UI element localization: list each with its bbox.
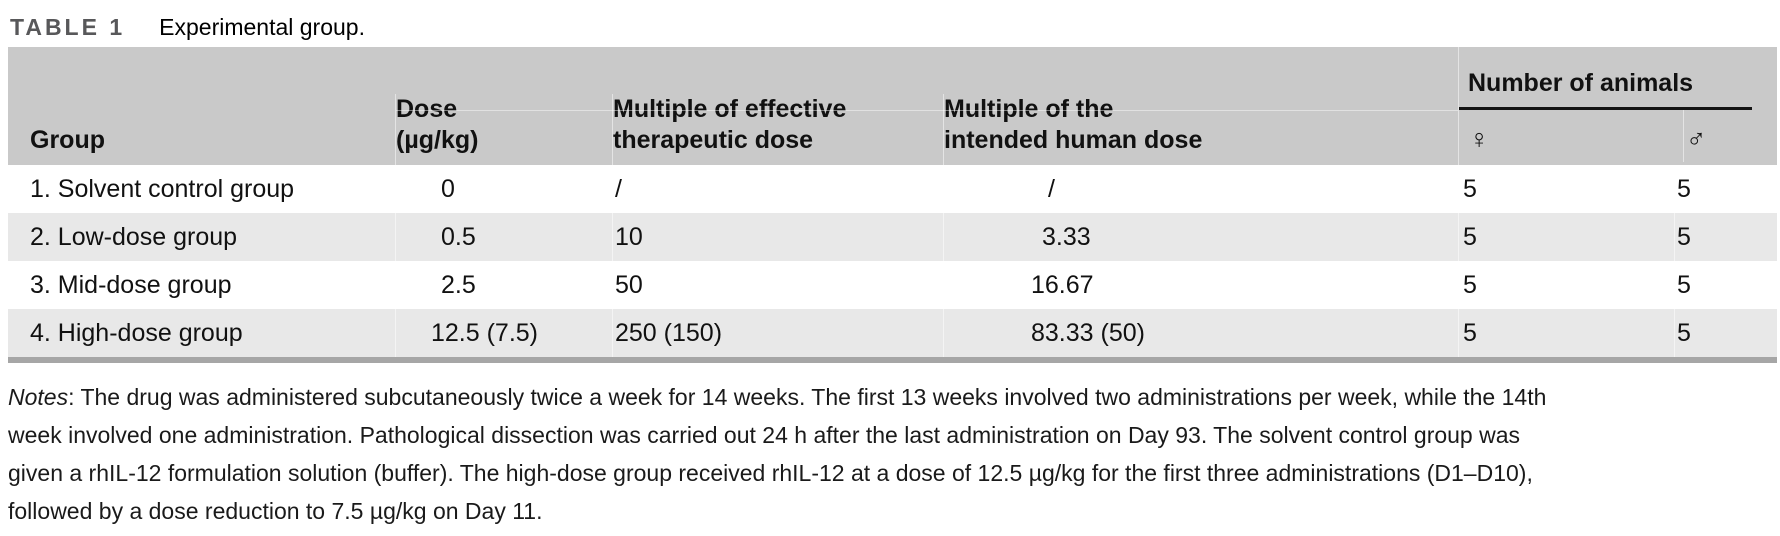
cell-male-count: 5 [1674, 213, 1777, 261]
experimental-group-table: Group Dose (µg/kg) Multiple of effective… [8, 47, 1777, 363]
table-caption-label: TABLE 1 [10, 14, 126, 40]
table-caption: TABLE 1 Experimental group. [0, 0, 1780, 47]
column-header-multiple-human-line1: Multiple of the [944, 95, 1114, 123]
table-caption-title: Experimental group. [159, 14, 365, 40]
male-symbol: ♂ [1683, 110, 1706, 162]
cell-group: 1. Solvent control group [30, 174, 295, 203]
table-header-row: Group Dose (µg/kg) Multiple of effective… [8, 47, 1777, 165]
notes-label: Notes [8, 384, 69, 410]
table-row-solvent-control: 1. Solvent control group 0 / / 5 5 [8, 165, 1777, 213]
cell-dose: 12.5 (7.5) [395, 309, 612, 357]
column-header-multiple-human-line2: intended human dose [944, 126, 1203, 154]
cell-group: 4. High-dose group [30, 318, 243, 347]
cell-female-count: 5 [1458, 261, 1674, 309]
column-header-dose-line1: Dose [396, 95, 458, 123]
cell-male-count: 5 [1674, 165, 1777, 213]
cell-multiple-effective: / [612, 165, 943, 213]
cell-female-count: 5 [1458, 165, 1674, 213]
table-row-low-dose: 2. Low-dose group 0.5 10 3.33 5 5 [8, 213, 1777, 261]
cell-multiple-effective: 50 [612, 261, 943, 309]
column-header-number-of-animals: Number of animals ♀ ♂ [1458, 47, 1777, 165]
cell-multiple-effective: 10 [612, 213, 943, 261]
cell-multiple-human: 16.67 [943, 261, 1458, 309]
sex-subheaders: ♀ ♂ [1459, 110, 1777, 162]
cell-female-count: 5 [1458, 213, 1674, 261]
column-header-multiple-effective-line1: Multiple of effective [613, 95, 847, 123]
cell-dose: 0.5 [395, 213, 612, 261]
cell-dose: 0 [395, 165, 612, 213]
column-header-dose-line2: (µg/kg) [396, 126, 479, 154]
cell-multiple-effective: 250 (150) [612, 309, 943, 357]
number-of-animals-label: Number of animals [1468, 69, 1694, 97]
table-row-high-dose: 4. High-dose group 12.5 (7.5) 250 (150) … [8, 309, 1777, 357]
notes-line-1: Notes: The drug was administered subcuta… [8, 378, 1780, 416]
cell-multiple-human: / [943, 165, 1458, 213]
column-header-group: Group [30, 126, 105, 154]
cell-group: 3. Mid-dose group [30, 270, 232, 299]
column-header-multiple-human: Multiple of the intended human dose [943, 94, 1458, 165]
notes-line-2: week involved one administration. Pathol… [8, 422, 1521, 448]
column-header-dose: Dose (µg/kg) [395, 94, 612, 165]
table-notes: Notes: The drug was administered subcuta… [8, 378, 1780, 530]
cell-male-count: 5 [1674, 261, 1777, 309]
column-header-multiple-effective-line2: therapeutic dose [613, 126, 814, 154]
notes-line-4: followed by a dose reduction to 7.5 µg/k… [8, 498, 543, 524]
cell-dose: 2.5 [395, 261, 612, 309]
cell-multiple-human: 3.33 [943, 213, 1458, 261]
cell-female-count: 5 [1458, 309, 1674, 357]
notes-line-3: given a rhIL-12 formulation solution (bu… [8, 460, 1533, 486]
cell-male-count: 5 [1674, 309, 1777, 357]
cell-group: 2. Low-dose group [30, 222, 238, 251]
column-header-multiple-effective: Multiple of effective therapeutic dose [612, 94, 943, 165]
notes-line-1-text: : The drug was administered subcutaneous… [68, 384, 1547, 410]
female-symbol: ♀ [1469, 124, 1490, 154]
table-row-mid-dose: 3. Mid-dose group 2.5 50 16.67 5 5 [8, 261, 1777, 309]
number-of-animals-label-and-rule: Number of animals [1459, 47, 1752, 110]
cell-multiple-human: 83.33 (50) [943, 309, 1458, 357]
